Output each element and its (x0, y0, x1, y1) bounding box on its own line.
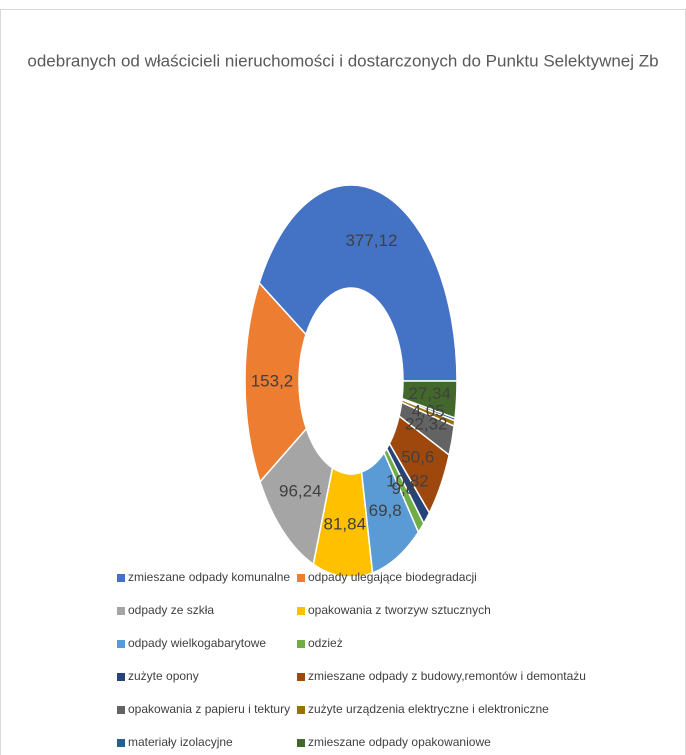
legend-label: odpady wielkogabarytowe (128, 636, 266, 650)
legend-label: odzież (308, 636, 343, 650)
legend-label: zużyte opony (128, 669, 199, 683)
data-label: 22,32 (405, 414, 448, 433)
legend-swatch (117, 574, 125, 582)
data-label: 9,8 (391, 479, 415, 498)
legend-label: odpady ulegające biodegradacji (308, 570, 477, 584)
data-label: 69,8 (369, 501, 402, 520)
legend-swatch (117, 640, 125, 648)
data-label: 377,12 (345, 231, 397, 250)
legend-swatch (117, 607, 125, 615)
legend-label: zmieszane odpady opakowaniowe (308, 735, 491, 749)
data-label: 10,82 (386, 472, 429, 491)
data-label: 50,6 (401, 448, 434, 467)
donut-slice (244, 281, 308, 484)
legend-label: zużyte urządzenia elektryczne i elektron… (308, 702, 549, 716)
legend-swatch (297, 640, 305, 648)
chart-title: odebranych od właścicieli nieruchomości … (27, 51, 658, 70)
data-label: 4,05 (412, 402, 445, 421)
data-label: 153,2 (251, 372, 294, 391)
data-label: 96,24 (279, 481, 322, 500)
legend-swatch (117, 706, 125, 714)
legend-label: opakowania z papieru i tektury (128, 702, 290, 716)
legend-swatch (297, 574, 305, 582)
legend-swatch (297, 706, 305, 714)
legend-label: zmieszane odpady z budowy,remontów i dem… (308, 669, 586, 683)
legend-swatch (297, 739, 305, 747)
legend-swatch (297, 607, 305, 615)
data-label: 81,84 (323, 515, 366, 534)
data-label: 27,34 (408, 384, 451, 403)
legend-label: opakowania z tworzyw sztucznych (308, 603, 491, 617)
legend-label: materiały izolacyjne (128, 735, 233, 749)
donut-slice (401, 380, 458, 420)
legend-swatch (117, 739, 125, 747)
legend-swatch (297, 673, 305, 681)
donut-slice (258, 184, 458, 382)
legend-label: zmieszane odpady komunalne (128, 570, 290, 584)
legend-swatch (117, 673, 125, 681)
chart-frame (0, 9, 686, 755)
legend-label: odpady ze szkła (128, 603, 214, 617)
